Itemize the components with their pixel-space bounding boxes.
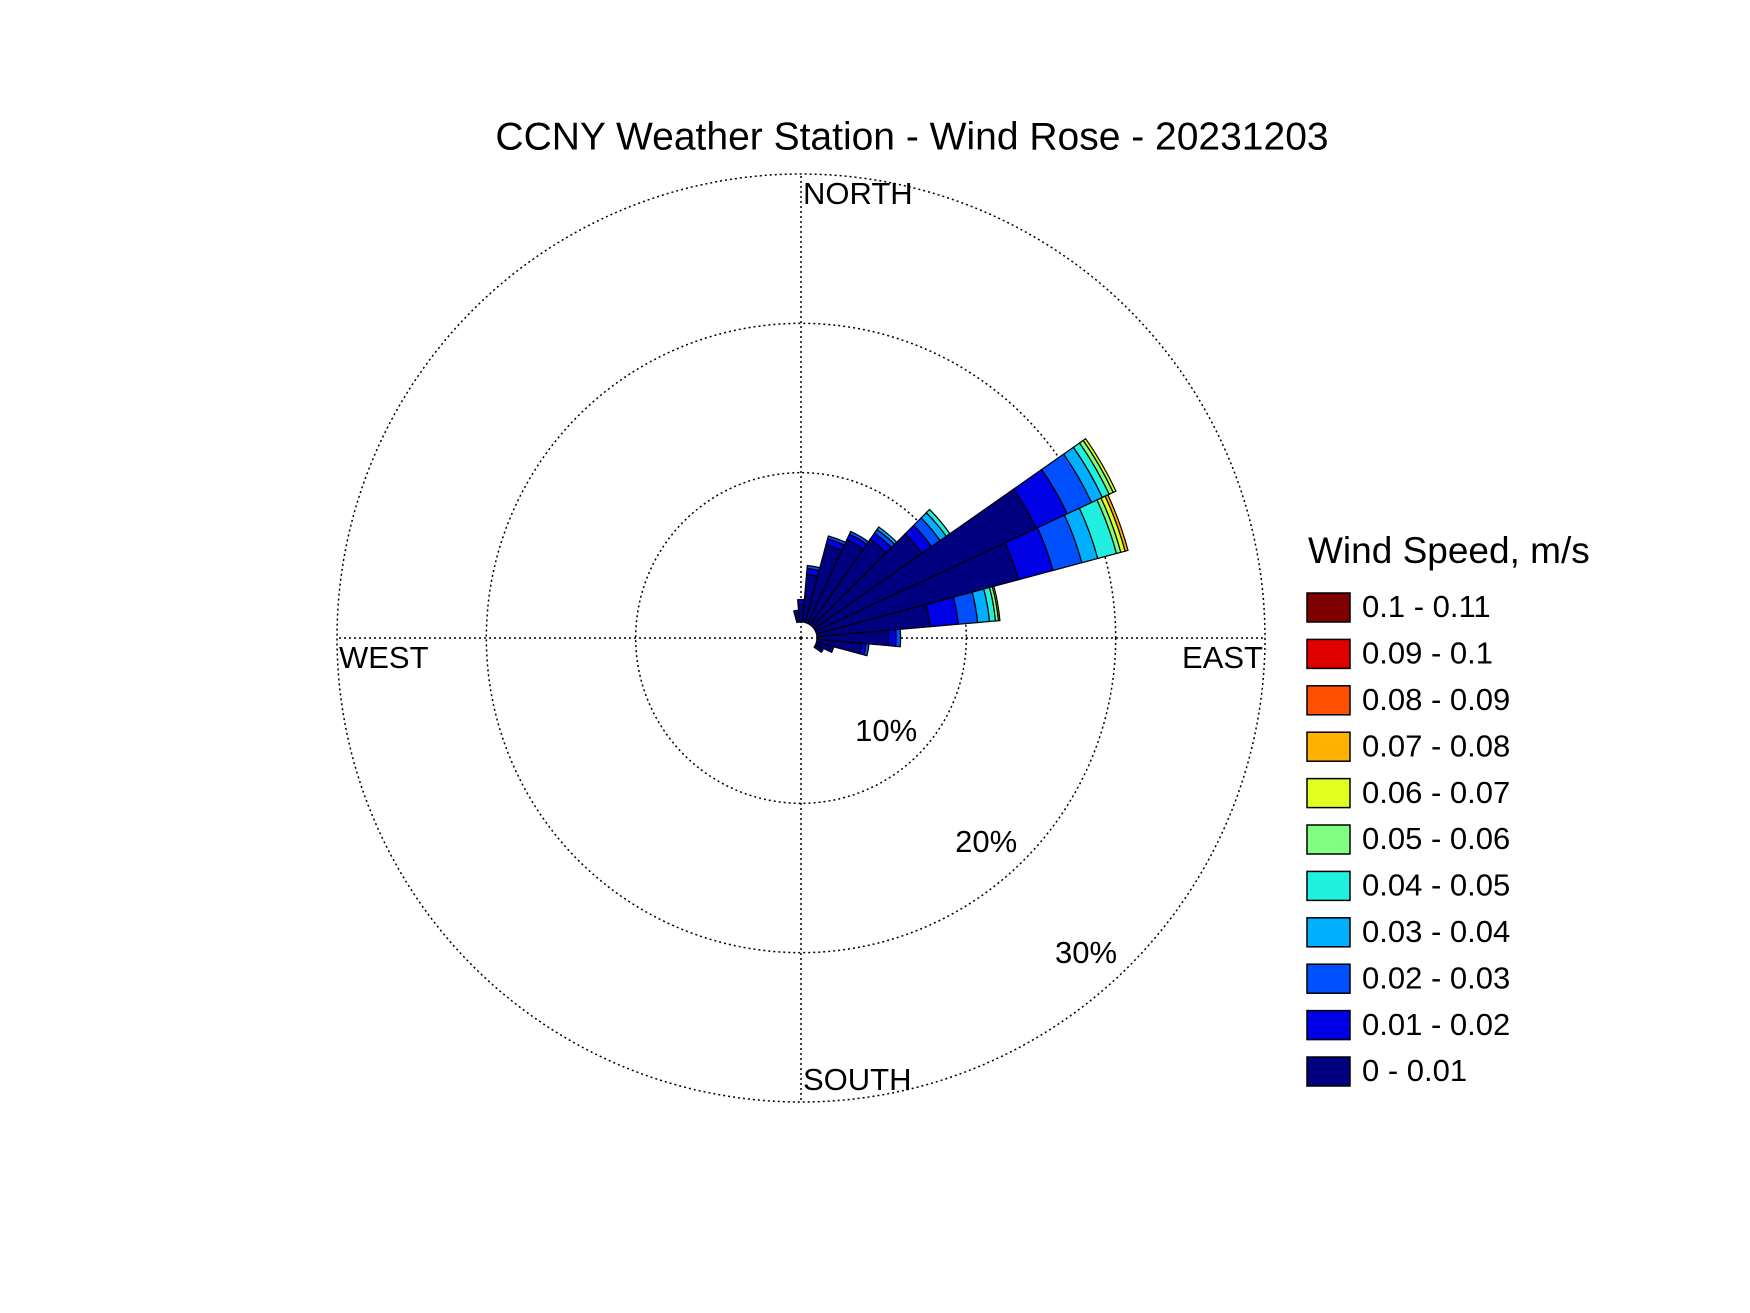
- petal-segment: [828, 645, 835, 654]
- direction-label: EAST: [1182, 640, 1263, 675]
- legend-swatch: [1306, 638, 1351, 670]
- legend-label: 0.03 - 0.04: [1362, 914, 1510, 949]
- r-tick-label: 30%: [1055, 935, 1117, 970]
- legend-label: 0.07 - 0.08: [1362, 728, 1510, 763]
- legend-swatch: [1306, 870, 1351, 902]
- legend-swatch: [1306, 917, 1351, 948]
- legend-swatch: [1306, 1009, 1351, 1041]
- petal-segment: [991, 585, 1001, 622]
- legend-swatch: [1306, 1056, 1351, 1087]
- legend-label: 0.05 - 0.06: [1362, 821, 1510, 856]
- petal-segment: [863, 643, 870, 657]
- legend-swatch: [1306, 731, 1351, 762]
- direction-label: WEST: [339, 640, 429, 675]
- direction-label: NORTH: [803, 176, 913, 211]
- r-tick-label: 20%: [955, 824, 1017, 859]
- legend-label: 0.1 - 0.11: [1362, 589, 1491, 624]
- legend-swatch: [1306, 592, 1351, 623]
- petal-segment: [1104, 494, 1129, 552]
- legend-swatch: [1306, 777, 1351, 809]
- legend-label: 0.02 - 0.03: [1362, 960, 1510, 995]
- grid-circle: [485, 322, 1117, 954]
- legend-swatch: [1306, 824, 1351, 855]
- legend-swatch: [1306, 685, 1351, 716]
- petal-segment: [887, 629, 897, 647]
- r-tick-label: 10%: [855, 713, 917, 748]
- legend-label: 0.09 - 0.1: [1362, 636, 1493, 671]
- legend-label: 0 - 0.01: [1362, 1053, 1467, 1088]
- legend-title: Wind Speed, m/s: [1308, 530, 1590, 571]
- legend-label: 0.01 - 0.02: [1362, 1007, 1510, 1042]
- legend-label: 0.04 - 0.05: [1362, 868, 1510, 903]
- petal-segment: [813, 643, 825, 654]
- petal-segment: [797, 599, 805, 605]
- petal-segment: [1082, 437, 1117, 494]
- petal-segment: [895, 628, 902, 648]
- grid-circle: [336, 173, 1266, 1103]
- direction-label: SOUTH: [803, 1062, 912, 1097]
- legend-label: 0.08 - 0.09: [1362, 682, 1510, 717]
- legend-label: 0.06 - 0.07: [1362, 775, 1510, 810]
- legend-swatch: [1306, 963, 1351, 994]
- chart-title: CCNY Weather Station - Wind Rose - 20231…: [495, 115, 1328, 158]
